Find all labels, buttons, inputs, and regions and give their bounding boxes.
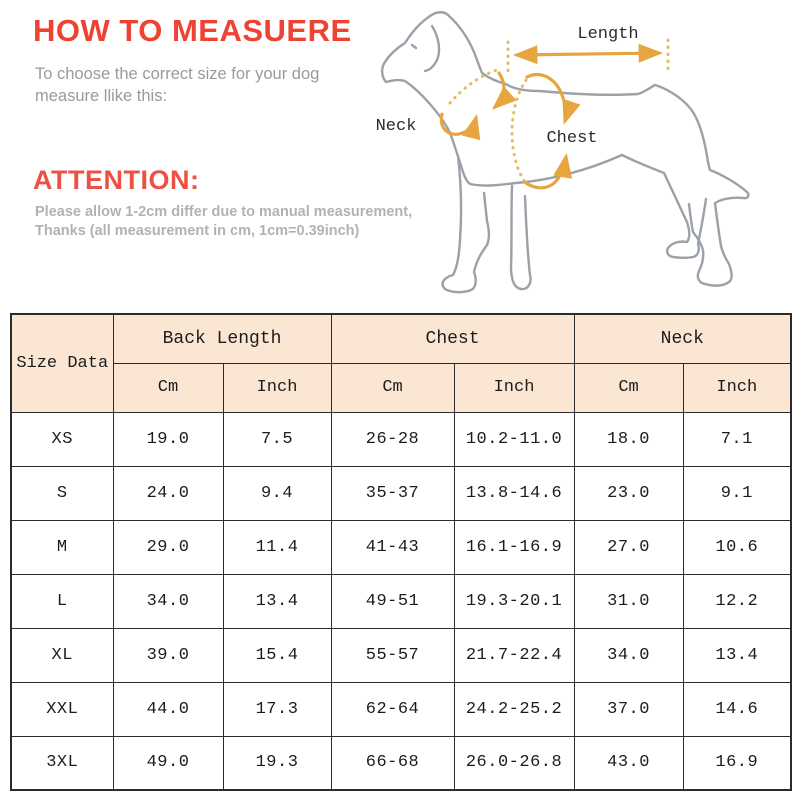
- dog-measurement-diagram: Length Neck Chest: [376, 11, 750, 294]
- value-cell: 15.4: [222, 627, 332, 683]
- chest-dotted-arc: [510, 78, 528, 185]
- value-cell: 10.6: [682, 519, 792, 575]
- intro-line-2: measure llike this:: [35, 87, 168, 105]
- value-cell: 41-43: [330, 519, 455, 575]
- table-row: S 24.0 9.4 35-37 13.8-14.6 23.0 9.1: [10, 465, 792, 521]
- neck-label: Neck: [376, 117, 417, 136]
- value-cell: 49.0: [112, 735, 224, 791]
- value-cell: 16.1-16.9: [453, 519, 575, 575]
- value-cell: 49-51: [330, 573, 455, 629]
- size-data-corner-cell: Size Data: [10, 313, 114, 413]
- value-cell: 13.8-14.6: [453, 465, 575, 521]
- size-row-label: L: [10, 573, 114, 629]
- dog-front-far-leg: [509, 184, 532, 291]
- value-cell: 13.4: [222, 573, 332, 629]
- dog-outline-head-back-tail: [383, 11, 750, 287]
- value-cell: 7.1: [682, 411, 792, 467]
- dog-eye-mark: [410, 43, 418, 50]
- value-cell: 9.1: [682, 465, 792, 521]
- value-cell: 66-68: [330, 735, 455, 791]
- value-cell: 19.0: [112, 411, 224, 467]
- length-label: Length: [577, 25, 638, 44]
- dog-rear-near-leg: [620, 153, 708, 259]
- table-row: M 29.0 11.4 41-43 16.1-16.9 27.0 10.6: [10, 519, 792, 575]
- value-cell: 13.4: [682, 627, 792, 683]
- value-cell: 9.4: [222, 465, 332, 521]
- table-row: 3XL 49.0 19.3 66-68 26.0-26.8 43.0 16.9: [10, 735, 792, 791]
- intro-text: To choose the correct size for your dog …: [35, 63, 319, 107]
- chest-upper-arrow: [525, 73, 581, 125]
- value-cell: 18.0: [573, 411, 684, 467]
- value-cell: 19.3: [222, 735, 332, 791]
- value-cell: 34.0: [112, 573, 224, 629]
- table-group-header-row: Size Data Back Length Chest Neck: [10, 313, 792, 413]
- value-cell: 19.3-20.1: [453, 573, 575, 629]
- value-cell: 35-37: [330, 465, 455, 521]
- neck-hook-arrow: [491, 71, 517, 110]
- neck-under-arrow: [439, 112, 481, 141]
- group-header-neck: Neck: [573, 313, 792, 364]
- table-row: L 34.0 13.4 49-51 19.3-20.1 31.0 12.2: [10, 573, 792, 629]
- value-cell: 12.2: [682, 573, 792, 629]
- neck-dotted-arc: [448, 68, 499, 105]
- group-header-chest: Chest: [330, 313, 575, 364]
- value-cell: 44.0: [112, 681, 224, 737]
- value-cell: 24.2-25.2: [453, 681, 575, 737]
- unit-header: Inch: [453, 362, 575, 413]
- unit-header: Cm: [112, 362, 224, 413]
- table-row: XXL 44.0 17.3 62-64 24.2-25.2 37.0 14.6: [10, 681, 792, 737]
- value-cell: 16.9: [682, 735, 792, 791]
- value-cell: 55-57: [330, 627, 455, 683]
- value-cell: 34.0: [573, 627, 684, 683]
- value-cell: 7.5: [222, 411, 332, 467]
- value-cell: 14.6: [682, 681, 792, 737]
- value-cell: 31.0: [573, 573, 684, 629]
- value-cell: 23.0: [573, 465, 684, 521]
- attention-line-2: Thanks (all measurement in cm, 1cm=0.39i…: [35, 223, 360, 239]
- value-cell: 37.0: [573, 681, 684, 737]
- length-double-arrow: [512, 43, 664, 65]
- attention-heading: ATTENTION:: [33, 165, 200, 195]
- size-row-label: XL: [10, 627, 114, 683]
- group-header-back-length: Back Length: [112, 313, 332, 364]
- value-cell: 24.0: [112, 465, 224, 521]
- intro-line-1: To choose the correct size for your dog: [35, 65, 320, 83]
- size-row-label: M: [10, 519, 114, 575]
- attention-line-1: Please allow 1-2cm differ due to manual …: [35, 204, 413, 220]
- size-row-label: S: [10, 465, 114, 521]
- table-row: XS 19.0 7.5 26-28 10.2-11.0 18.0 7.1: [10, 411, 792, 467]
- value-cell: 17.3: [222, 681, 332, 737]
- chest-label: Chest: [546, 129, 597, 148]
- unit-header: Cm: [573, 362, 684, 413]
- value-cell: 10.2-11.0: [453, 411, 575, 467]
- value-cell: 39.0: [112, 627, 224, 683]
- table-unit-header-row: Cm Inch Cm Inch Cm Inch: [11, 362, 792, 413]
- size-row-label: XS: [10, 411, 114, 467]
- value-cell: 43.0: [573, 735, 684, 791]
- dog-belly-line: [514, 153, 624, 185]
- dog-front-near-leg: [441, 154, 491, 294]
- unit-header: Inch: [222, 362, 332, 413]
- value-cell: 21.7-22.4: [453, 627, 575, 683]
- value-cell: 27.0: [573, 519, 684, 575]
- unit-header: Cm: [330, 362, 455, 413]
- table-row: XL 39.0 15.4 55-57 21.7-22.4 34.0 13.4: [10, 627, 792, 683]
- value-cell: 62-64: [330, 681, 455, 737]
- dog-ear-line: [423, 24, 441, 73]
- size-table: Size Data Back Length Chest Neck Cm Inch…: [10, 313, 793, 791]
- page-title: HOW TO MEASUERE: [33, 13, 352, 48]
- size-row-label: 3XL: [10, 735, 114, 791]
- unit-header: Inch: [682, 362, 792, 413]
- attention-note: Please allow 1-2cm differ due to manual …: [35, 203, 412, 241]
- size-row-label: XXL: [10, 681, 114, 737]
- chest-lower-arrow: [524, 152, 573, 190]
- value-cell: 11.4: [222, 519, 332, 575]
- value-cell: 26-28: [330, 411, 455, 467]
- value-cell: 29.0: [112, 519, 224, 575]
- value-cell: 26.0-26.8: [453, 735, 575, 791]
